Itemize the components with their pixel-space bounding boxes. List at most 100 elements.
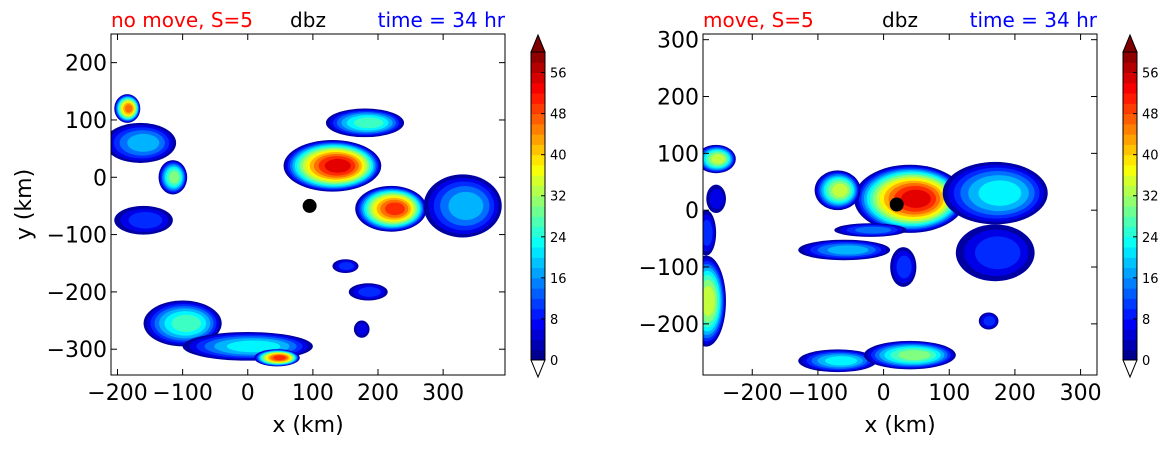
colorbar-tick-label: 32 bbox=[1142, 190, 1159, 205]
contour-level bbox=[338, 262, 354, 271]
colorbar-segment bbox=[1123, 277, 1137, 289]
contour-level bbox=[896, 255, 912, 279]
colorbar-tick-label: 56 bbox=[1142, 67, 1159, 82]
y-tick-label: 0 bbox=[685, 199, 699, 224]
colorbar-segment bbox=[1123, 216, 1137, 228]
colorbar-segment bbox=[531, 206, 545, 217]
y-tick-label: 200 bbox=[657, 86, 699, 111]
colorbar-frame bbox=[530, 51, 546, 361]
echo-cell-1-3 bbox=[423, 174, 502, 238]
axes-frame-2 bbox=[702, 33, 1098, 376]
y-tick-label: 100 bbox=[657, 142, 699, 167]
contour-level bbox=[827, 245, 869, 255]
echo-cell-1-14 bbox=[353, 320, 370, 338]
y-tick-label: −300 bbox=[47, 338, 107, 363]
colorbar-extend-max bbox=[1122, 33, 1138, 53]
x-axis-label-1: x (km) bbox=[272, 413, 343, 438]
colorbar-segment bbox=[1123, 103, 1137, 115]
colorbar-segment bbox=[1123, 298, 1137, 310]
colorbar-extend-max bbox=[530, 33, 546, 53]
echo-cell-1-1 bbox=[283, 140, 382, 192]
contour-level bbox=[273, 355, 286, 361]
contour-level bbox=[169, 171, 180, 184]
echo-cell-2-4 bbox=[814, 170, 861, 211]
colorbar-segment bbox=[531, 267, 545, 279]
colorbar-tick-label: 56 bbox=[550, 67, 567, 82]
colorbar-segment bbox=[531, 82, 545, 94]
title-experiment-1: no move, S=5 bbox=[111, 8, 253, 32]
title-experiment-2: move, S=5 bbox=[703, 8, 814, 32]
contour-level bbox=[983, 316, 995, 326]
echo-cell-2-13 bbox=[890, 247, 917, 287]
colorbar-segment bbox=[531, 216, 545, 228]
echo-cell-1-15 bbox=[332, 259, 359, 273]
colorbar-tick-label: 0 bbox=[550, 354, 558, 369]
colorbar-segment bbox=[531, 164, 545, 176]
colorbar-segment bbox=[1123, 175, 1137, 186]
echo-cell-2-8 bbox=[798, 239, 891, 261]
colorbar-segment bbox=[531, 62, 545, 74]
contour-level bbox=[855, 226, 892, 234]
x-tick-label: 0 bbox=[241, 381, 255, 406]
colorbar-segment bbox=[1123, 144, 1137, 156]
title-time-2: time = 34 hr bbox=[970, 8, 1098, 32]
colorbar-segment bbox=[531, 236, 545, 248]
contour-level bbox=[825, 356, 858, 366]
echo-cell-1-5 bbox=[114, 94, 141, 123]
colorbar-tick-label: 40 bbox=[550, 149, 567, 164]
colorbar-segment bbox=[531, 144, 545, 156]
contour-level bbox=[898, 350, 931, 361]
echo-cell-2-2 bbox=[942, 161, 1048, 225]
colorbar-tick-label: 16 bbox=[550, 272, 567, 287]
colorbar-tick-label: 48 bbox=[550, 108, 567, 123]
x-tick-label: 300 bbox=[1060, 381, 1102, 406]
reflectivity-field-1 bbox=[111, 94, 502, 367]
colorbar-segment bbox=[531, 298, 545, 310]
colorbar-segment bbox=[1123, 134, 1137, 145]
colorbar-segment bbox=[1123, 288, 1137, 299]
colorbar-tick-label: 48 bbox=[1142, 108, 1159, 123]
echo-cell-2-12 bbox=[978, 312, 999, 330]
colorbar-segment bbox=[1123, 308, 1137, 320]
echo-cell-1-11 bbox=[254, 349, 300, 367]
colorbar-segment bbox=[531, 52, 545, 63]
contour-level bbox=[324, 158, 351, 173]
y-tick-label: −200 bbox=[47, 281, 107, 306]
contour-level bbox=[711, 154, 725, 164]
colorbar-segment bbox=[531, 72, 545, 84]
colorbar-tick-label: 24 bbox=[1142, 231, 1159, 246]
contour-level bbox=[901, 189, 931, 208]
colorbar-segment bbox=[531, 226, 545, 238]
echo-cell-2-14 bbox=[706, 184, 726, 214]
colorbar-tick-label: 8 bbox=[1142, 313, 1150, 328]
colorbar-segment bbox=[531, 103, 545, 115]
x-tick-label: −100 bbox=[152, 381, 212, 406]
colorbar-segment bbox=[1123, 339, 1137, 351]
echo-cell-2-10 bbox=[798, 349, 878, 373]
contour-level bbox=[358, 286, 381, 297]
colorbar-segment bbox=[1123, 318, 1137, 330]
colorbar-segment bbox=[531, 288, 545, 299]
colorbar-segment bbox=[1123, 206, 1137, 217]
colorbar-segment bbox=[531, 339, 545, 351]
contour-level bbox=[226, 340, 281, 353]
contour-level bbox=[127, 133, 160, 152]
colorbar-segment bbox=[531, 123, 545, 135]
echo-cell-2-9 bbox=[834, 223, 907, 237]
echo-cell-2-11 bbox=[863, 340, 956, 370]
title-variable-2: dbz bbox=[882, 8, 918, 32]
colorbar-tick-label: 32 bbox=[550, 190, 567, 205]
y-tick-label: −200 bbox=[639, 313, 699, 338]
colorbar-segment bbox=[531, 134, 545, 145]
colorbar-segment bbox=[1123, 247, 1137, 258]
colorbar-segment bbox=[1123, 154, 1137, 166]
echo-cell-2-6 bbox=[703, 255, 726, 347]
y-tick-label: −100 bbox=[639, 256, 699, 281]
title-time-1: time = 34 hr bbox=[378, 8, 506, 32]
y-tick-label: −100 bbox=[47, 224, 107, 249]
contour-level bbox=[356, 323, 368, 336]
y-axis-label-1: y (km) bbox=[12, 169, 37, 240]
colorbar-segment bbox=[531, 93, 545, 104]
echo-cell-2-7 bbox=[703, 210, 717, 256]
title-variable-1: dbz bbox=[290, 8, 326, 32]
